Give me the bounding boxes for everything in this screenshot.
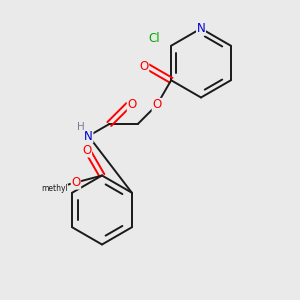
Text: O: O — [140, 59, 149, 73]
Text: N: N — [196, 22, 206, 35]
Text: N: N — [84, 130, 93, 142]
Text: O: O — [82, 144, 92, 157]
Text: O: O — [152, 98, 161, 111]
Text: methyl: methyl — [41, 184, 68, 193]
Text: H: H — [77, 122, 85, 132]
Text: Cl: Cl — [149, 32, 161, 45]
Text: O: O — [127, 98, 136, 111]
Text: O: O — [71, 176, 80, 189]
